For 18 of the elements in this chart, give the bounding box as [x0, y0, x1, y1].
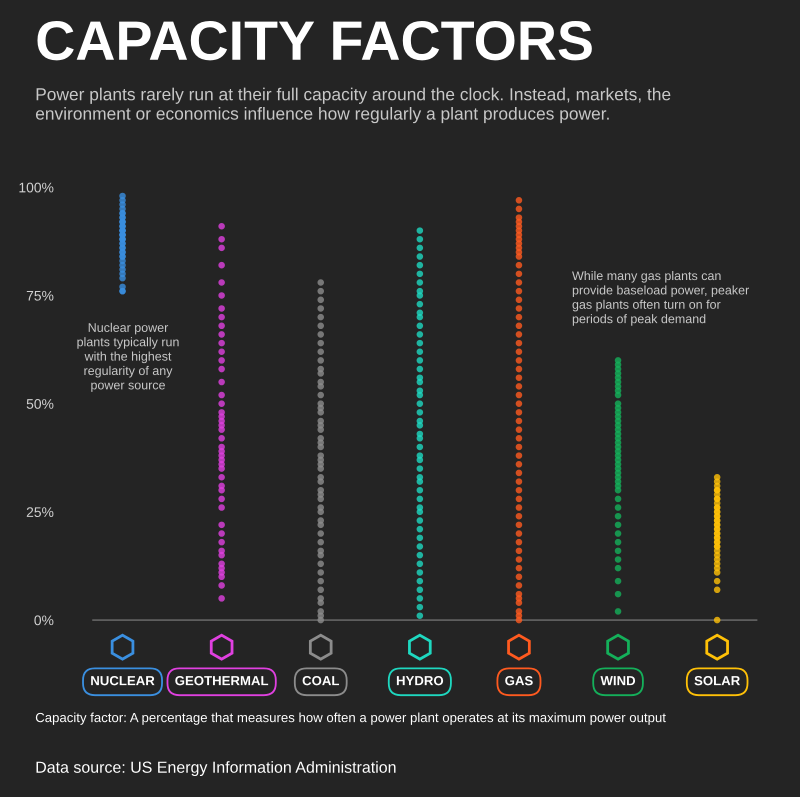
- y-tick-label: 50%: [26, 399, 54, 409]
- x-tick-label: HYDRO: [396, 676, 444, 686]
- y-tick-label: 75%: [26, 290, 54, 301]
- y-tick-label: 100%: [19, 182, 54, 192]
- x-tick-label: SOLAR: [694, 676, 740, 686]
- y-tick-label: 25%: [26, 507, 54, 518]
- text: Capacity factor: A percentage that measures how often a power plant operates at its maximum power output: [36, 712, 666, 725]
- x-tick-label: COAL: [302, 676, 340, 686]
- x-tick-label: NUCLEAR: [91, 676, 155, 686]
- source-note: Data source: US Energy Information Administration: [36, 761, 396, 776]
- x-tick-label: WIND: [600, 676, 636, 686]
- annotation: Nuclear power plants typically run with the highest regularity of any power source: [77, 322, 179, 392]
- chart-title: CAPACITY FACTORS: [37, 21, 592, 60]
- y-tick-label: 0%: [34, 615, 54, 626]
- annotation: While many gas plants can provide baseload power, peaker gas plants often turn on for periods of peak demand: [572, 270, 749, 326]
- chart-subtitle: Power plants rarely run at their full capacity around the clock. Instead, markets, the environment or economics influence how regularly a plant produces power.: [36, 88, 670, 124]
- x-tick-label: GAS: [505, 676, 533, 686]
- x-tick-label: GEOTHERMAL: [175, 676, 268, 686]
